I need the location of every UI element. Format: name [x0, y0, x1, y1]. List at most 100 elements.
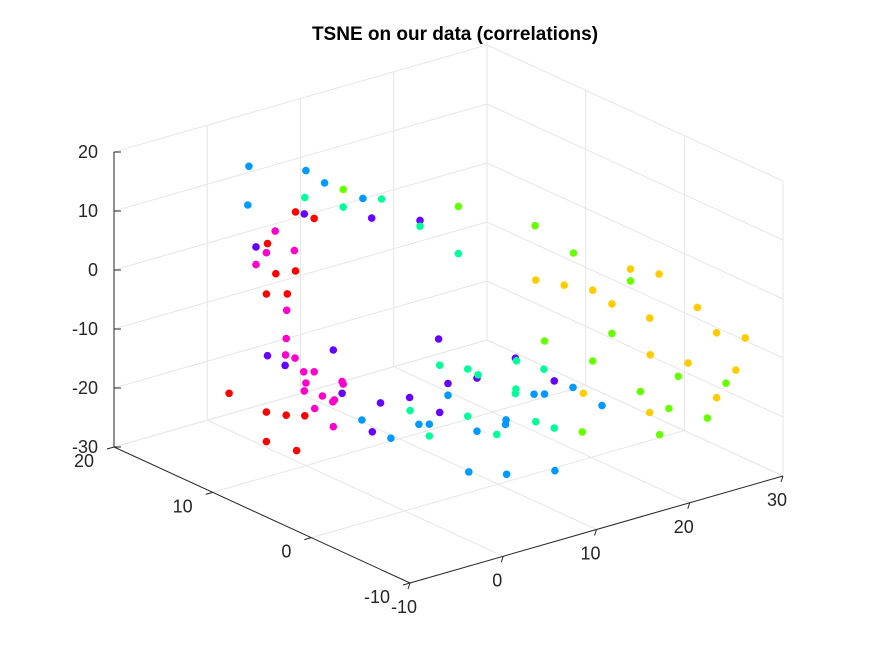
data-point	[425, 432, 434, 440]
data-point	[377, 195, 386, 203]
data-point	[608, 300, 616, 308]
x-tick-mark	[407, 582, 411, 590]
data-point	[263, 351, 272, 360]
x-tick-label: -10	[391, 597, 417, 617]
data-point	[463, 412, 472, 421]
back-wall-gridline-z	[113, 221, 488, 330]
data-point	[684, 359, 692, 367]
data-point	[300, 210, 309, 218]
y-tick-label: 20	[74, 451, 94, 471]
data-point	[310, 368, 319, 376]
data-point	[290, 246, 299, 255]
data-point	[646, 351, 655, 359]
z-tick-label: 10	[78, 201, 98, 221]
y-tick-label: 10	[173, 496, 193, 516]
data-point	[299, 368, 308, 376]
data-point	[465, 468, 473, 476]
data-point	[225, 389, 233, 398]
x-tick-label: 10	[580, 544, 600, 564]
data-point	[339, 380, 348, 388]
y-tick-mark	[205, 491, 213, 495]
data-point	[444, 391, 452, 400]
data-point	[310, 404, 319, 413]
data-point	[626, 277, 635, 285]
data-points	[225, 162, 749, 479]
data-point	[416, 222, 424, 231]
data-point	[302, 379, 310, 387]
data-point	[454, 249, 463, 258]
chart-title: TSNE on our data (correlations)	[312, 24, 598, 45]
data-point	[732, 366, 740, 374]
floor-gridline-x	[393, 366, 690, 504]
data-point	[435, 408, 444, 417]
data-point	[550, 377, 559, 385]
data-point	[387, 434, 395, 443]
data-point	[435, 361, 444, 370]
data-point	[320, 179, 329, 187]
data-point	[493, 430, 501, 439]
data-point	[281, 361, 289, 370]
data-point	[693, 303, 702, 312]
z-tick-label: -30	[72, 437, 98, 457]
data-point	[530, 390, 538, 399]
data-point	[741, 334, 749, 342]
data-point	[318, 392, 327, 400]
data-point	[712, 393, 721, 402]
data-point	[655, 270, 663, 278]
data-point	[645, 408, 654, 417]
data-point	[271, 227, 280, 235]
data-point	[578, 428, 587, 436]
data-point	[262, 437, 271, 446]
data-point	[252, 243, 260, 251]
data-point	[473, 427, 481, 436]
data-point	[282, 411, 291, 420]
data-point	[512, 385, 520, 393]
data-point	[282, 306, 291, 315]
x-tick-label: 0	[492, 570, 502, 590]
y-tick-mark	[402, 582, 411, 586]
side-wall-gridline-z	[486, 103, 784, 241]
data-point	[245, 162, 253, 171]
data-point	[560, 281, 568, 290]
data-point	[550, 424, 559, 432]
z-tick-label: 20	[78, 142, 98, 162]
data-point	[655, 430, 664, 439]
x-tick-mark	[687, 502, 691, 509]
data-point	[244, 201, 252, 209]
data-point	[569, 249, 578, 257]
data-point	[502, 470, 511, 479]
x-tick-label: 30	[767, 490, 787, 510]
data-point	[531, 276, 540, 284]
data-point	[463, 365, 472, 373]
x-tick-mark	[780, 475, 784, 483]
x-tick-label: 20	[674, 517, 694, 537]
data-point	[339, 185, 348, 194]
data-point	[474, 371, 482, 379]
data-point	[291, 267, 300, 275]
data-point	[272, 269, 280, 278]
data-point	[262, 290, 271, 298]
data-point	[301, 412, 309, 420]
data-point	[292, 446, 301, 455]
data-point	[252, 260, 260, 269]
data-point	[283, 290, 292, 298]
data-point	[425, 420, 434, 429]
data-point	[626, 265, 635, 273]
data-point	[338, 389, 346, 398]
data-point	[645, 314, 654, 322]
data-point	[598, 401, 606, 410]
data-point	[674, 372, 683, 381]
data-point	[531, 221, 539, 230]
side-wall-gridline-z	[486, 339, 784, 477]
data-point	[712, 329, 721, 337]
data-point	[540, 390, 549, 398]
data-point	[703, 414, 712, 422]
y-axis-line	[113, 446, 411, 584]
data-point	[405, 393, 414, 402]
data-point	[367, 214, 376, 222]
data-point	[454, 202, 463, 211]
data-point	[262, 248, 271, 257]
floor-gridline-y	[212, 384, 586, 493]
axes-grid	[113, 44, 784, 584]
